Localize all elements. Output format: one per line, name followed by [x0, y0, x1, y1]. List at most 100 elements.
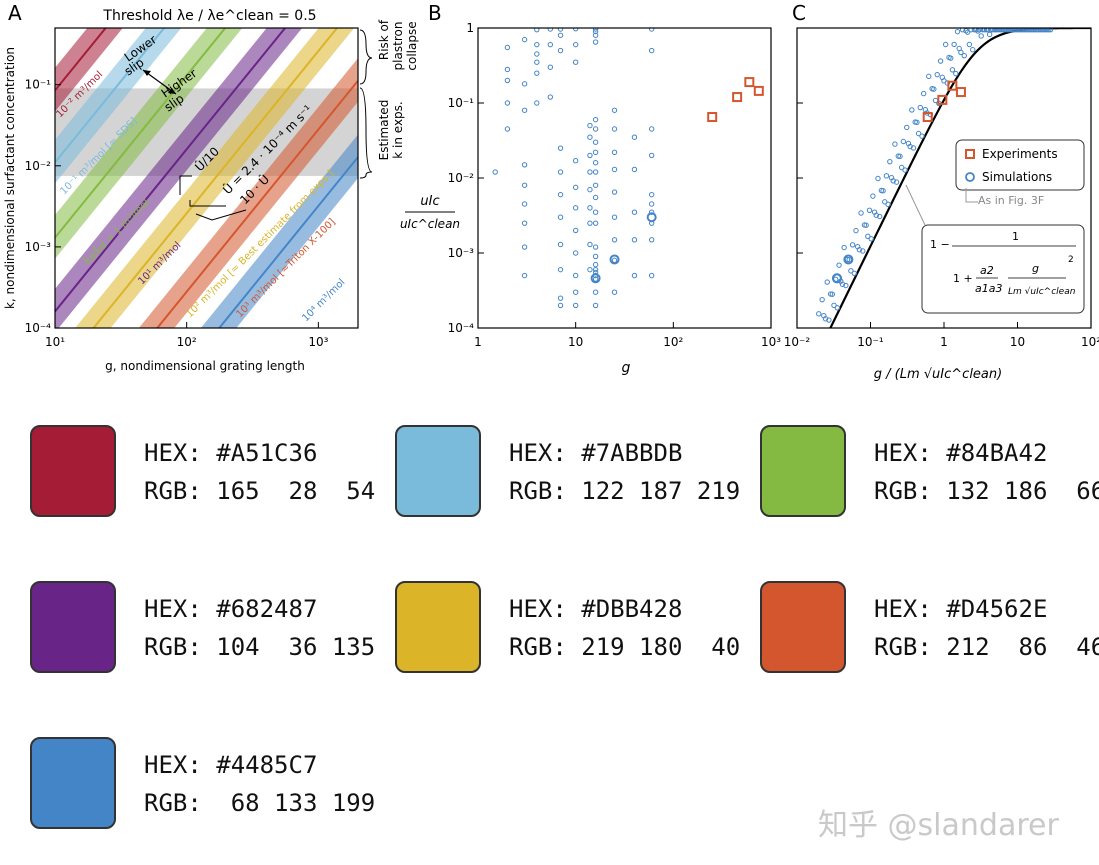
- simulation-point: [557, 295, 564, 301]
- simulation-point: [1042, 28, 1049, 33]
- simulation-point: [592, 244, 599, 250]
- simulation-point-highlight: [843, 254, 854, 265]
- simulation-point: [1000, 28, 1006, 33]
- slip-arrow-head-higher: [168, 88, 176, 94]
- simulation-point: [611, 289, 618, 295]
- simulation-point: [848, 268, 854, 274]
- brace-upper-text-1: Risk of: [377, 19, 391, 60]
- simulation-point: [986, 31, 993, 38]
- simulation-point: [547, 94, 554, 100]
- simulation-point: [1012, 28, 1018, 33]
- simulation-point: [592, 159, 599, 166]
- simulation-point: [898, 164, 905, 171]
- simulation-point: [648, 152, 655, 159]
- simulation-point: [587, 241, 593, 248]
- palette-swatch: [30, 737, 116, 829]
- palette-rgb-label: RGB: 165 28 54: [144, 477, 376, 505]
- simulation-point: [983, 28, 989, 33]
- simulation-point: [572, 227, 579, 234]
- panel-a-xtick-label: 10¹: [45, 335, 65, 349]
- simulation-point: [547, 28, 554, 32]
- slip-arrow-head-lower: [143, 70, 151, 76]
- simulation-point: [834, 305, 841, 311]
- simulation-point: [492, 169, 498, 175]
- panel-b-frame: [477, 27, 772, 329]
- palette-swatch: [395, 425, 481, 517]
- simulation-point: [572, 28, 579, 32]
- simulation-point: [521, 272, 528, 279]
- simulation-point: [648, 272, 655, 279]
- simulation-point: [631, 134, 638, 140]
- simulation-point: [1027, 28, 1033, 33]
- simulation-point: [829, 291, 835, 297]
- simulation-point: [915, 130, 922, 137]
- simulation-point: [504, 77, 511, 84]
- simulation-point: [892, 141, 898, 147]
- simulation-point: [557, 191, 564, 198]
- simulation-point: [587, 220, 593, 226]
- simulation-point: [557, 28, 564, 32]
- panel-b-ylabel-denominator: uIc^clean: [400, 217, 460, 231]
- simulation-point: [1029, 28, 1035, 33]
- brace-upper-text-3: collapse: [405, 21, 419, 70]
- simulation-point: [611, 166, 618, 173]
- simulation-point: [919, 133, 925, 139]
- simulation-point: [981, 28, 988, 33]
- legend-simulations-marker: [965, 172, 975, 182]
- series-band-2: [55, 28, 243, 259]
- legend-note: As in Fig. 3F: [978, 194, 1044, 207]
- simulation-point: [1025, 28, 1032, 33]
- simulation-point: [1022, 28, 1028, 33]
- simulation-point: [858, 210, 864, 216]
- simulation-point: [836, 262, 842, 268]
- simulation-point: [592, 253, 599, 260]
- panel-a-ytick-label: 10⁻⁴: [25, 321, 52, 335]
- simulation-point: [926, 73, 932, 80]
- simulation-point: [1047, 28, 1054, 33]
- simulation-point: [849, 242, 856, 248]
- simulation-point: [863, 222, 869, 228]
- simulation-point: [587, 134, 593, 140]
- simulation-point: [1036, 28, 1042, 33]
- panel-b-xtick-label: 10: [568, 335, 583, 349]
- simulation-point: [648, 47, 655, 54]
- simulation-point: [904, 124, 910, 131]
- panel-a-frame: [54, 27, 359, 329]
- formula-a1a3: a1a3: [975, 282, 1002, 295]
- panel-a-threshold-title: Threshold λe / λe^clean = 0.5: [102, 8, 316, 24]
- simulation-point: [592, 289, 599, 295]
- simulation-point: [1024, 28, 1030, 33]
- simulation-point: [883, 173, 890, 179]
- simulation-point: [831, 302, 837, 309]
- panel-a-ytick-label: 10⁻¹: [25, 78, 52, 92]
- simulation-point: [902, 167, 908, 173]
- simulation-point: [572, 302, 579, 309]
- formula-lm: Lm √uIc^clean: [1008, 286, 1076, 297]
- palette-rgb-label: RGB: 212 86 46: [874, 633, 1099, 661]
- panel-b-xtick-label: 10²: [663, 335, 683, 349]
- simulation-point: [976, 28, 983, 33]
- simulation-point: [521, 201, 528, 207]
- simulation-point: [942, 41, 949, 48]
- simulation-point: [870, 193, 876, 199]
- simulation-point: [866, 207, 873, 213]
- simulation-point: [819, 296, 825, 303]
- simulation-point: [557, 47, 564, 54]
- simulation-point: [1039, 28, 1045, 33]
- simulation-point: [587, 152, 593, 159]
- series-line-6: [217, 156, 358, 328]
- simulation-point: [572, 250, 579, 256]
- panel-b-axes: 1 10 10² 10³ 10⁻⁴ 10⁻³ 10⁻² 10⁻¹ 1: [448, 21, 782, 349]
- simulation-point: [953, 70, 959, 77]
- simulation-point: [557, 266, 564, 273]
- palette-swatch: [30, 581, 116, 673]
- palette-hex-label: HEX: #DBB428: [509, 595, 683, 623]
- simulation-point: [1046, 28, 1052, 33]
- simulation-point: [648, 209, 655, 215]
- simulation-point: [914, 119, 920, 126]
- simulation-point: [841, 244, 847, 251]
- simulation-point: [1017, 28, 1023, 33]
- legend-experiments-label: Experiments: [982, 147, 1058, 161]
- brace-lower: [359, 87, 373, 179]
- palette-swatch: [30, 425, 116, 517]
